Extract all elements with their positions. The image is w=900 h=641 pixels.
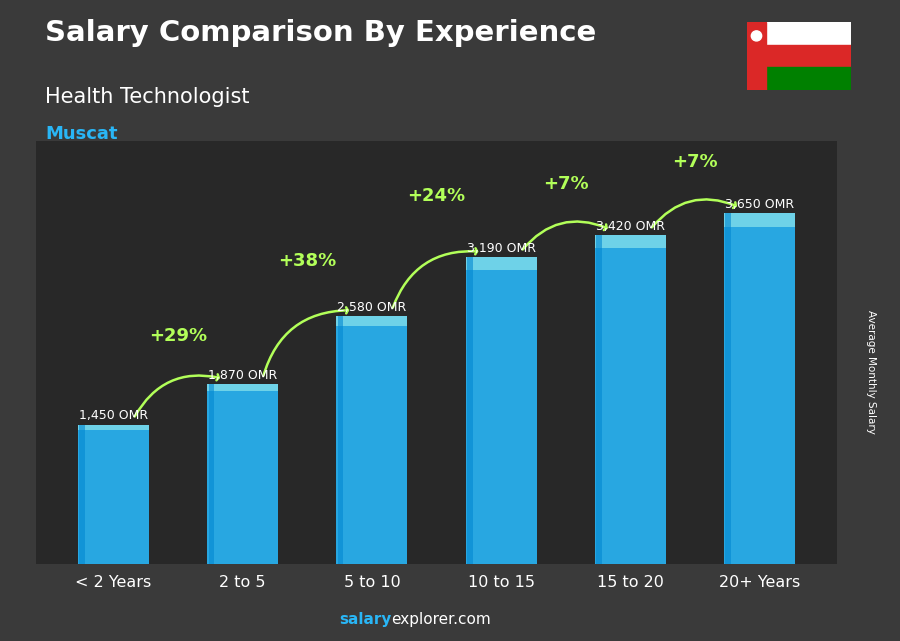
Text: explorer.com: explorer.com <box>392 612 491 627</box>
Bar <box>595 235 666 564</box>
Bar <box>207 384 278 564</box>
Bar <box>595 235 666 249</box>
Text: Health Technologist: Health Technologist <box>45 87 249 106</box>
Bar <box>78 424 149 430</box>
Text: 2,580 OMR: 2,580 OMR <box>338 301 407 313</box>
Bar <box>766 45 850 67</box>
Bar <box>78 425 149 564</box>
Bar <box>467 257 472 564</box>
Bar <box>766 67 850 90</box>
Bar <box>337 316 408 326</box>
Text: salary: salary <box>339 612 392 627</box>
Bar <box>337 316 408 564</box>
Bar <box>209 384 214 564</box>
Bar <box>725 213 731 564</box>
Bar <box>79 425 86 564</box>
Bar <box>747 22 766 90</box>
Bar <box>465 257 536 564</box>
Text: +24%: +24% <box>408 187 465 205</box>
Text: +29%: +29% <box>149 327 207 345</box>
Bar <box>724 213 795 227</box>
Bar <box>338 316 344 564</box>
Text: 1,870 OMR: 1,870 OMR <box>208 369 277 382</box>
Text: Salary Comparison By Experience: Salary Comparison By Experience <box>45 19 596 47</box>
Text: +38%: +38% <box>278 252 337 270</box>
Text: Muscat: Muscat <box>45 125 118 143</box>
Text: 3,190 OMR: 3,190 OMR <box>466 242 536 255</box>
Bar <box>766 22 850 45</box>
Text: Average Monthly Salary: Average Monthly Salary <box>866 310 877 434</box>
Bar <box>465 257 536 270</box>
Bar <box>207 384 278 392</box>
Bar <box>596 235 602 564</box>
Circle shape <box>752 31 761 41</box>
Text: 1,450 OMR: 1,450 OMR <box>79 409 148 422</box>
Text: 3,650 OMR: 3,650 OMR <box>724 197 794 211</box>
Text: +7%: +7% <box>672 153 717 171</box>
Text: +7%: +7% <box>543 175 589 193</box>
Text: 3,420 OMR: 3,420 OMR <box>596 220 665 233</box>
Bar <box>724 213 795 564</box>
